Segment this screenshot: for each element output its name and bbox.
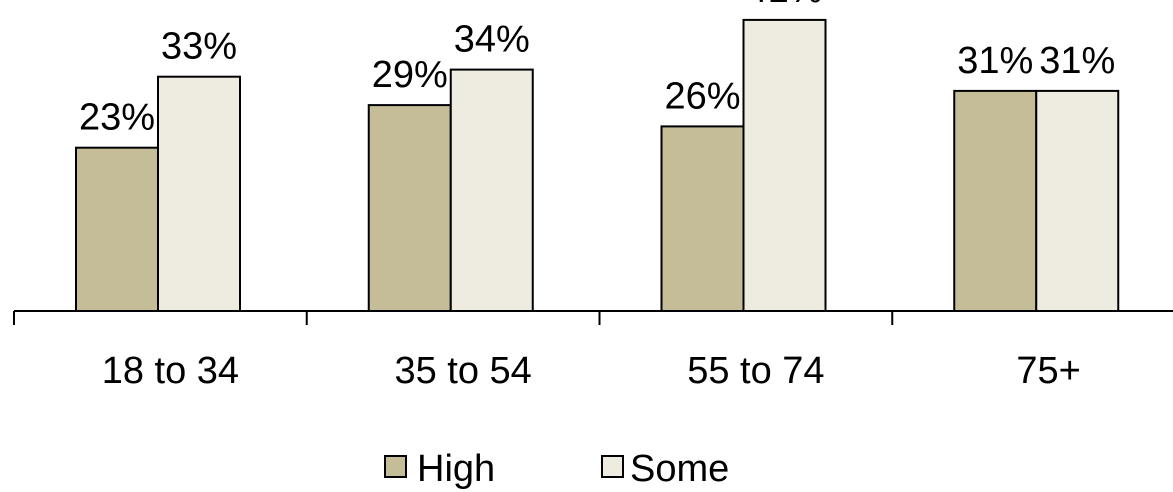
value-label-some-1: 34% — [454, 19, 530, 61]
legend-swatch-high — [384, 455, 407, 478]
value-labels-group: 23%33% 29%34% 26% 41% 31%31% — [79, 0, 1115, 139]
bar-some-2 — [742, 18, 827, 313]
x-tick-label-2: 55 to 74 — [687, 350, 824, 392]
bar-some-1 — [449, 68, 534, 312]
value-label-high-0: 23% — [79, 97, 155, 139]
value-label-some-0: 33% — [161, 26, 237, 68]
bar-high-1 — [367, 104, 452, 312]
bar-some-0 — [157, 75, 241, 312]
legend-label-high: High — [417, 448, 495, 490]
x-tick-label-1: 35 to 54 — [394, 350, 531, 392]
x-tick-labels-group: 18 to 34 35 to 54 55 to 74 75+ — [102, 350, 1081, 392]
bars-group — [75, 18, 1120, 313]
value-label-high-3: 31% — [957, 40, 1033, 82]
x-tick-label-0: 18 to 34 — [102, 350, 239, 392]
legend: High Some — [384, 448, 729, 490]
bar-some-3 — [1035, 89, 1120, 313]
bar-high-3 — [953, 89, 1038, 313]
value-label-some-3: 31% — [1039, 40, 1115, 82]
value-label-high-2: 26% — [664, 75, 740, 117]
x-axis — [13, 310, 1173, 325]
legend-swatch-some — [601, 455, 624, 478]
value-label-some-2: 41% — [746, 0, 822, 11]
bar-high-2 — [660, 125, 745, 313]
legend-label-some: Some — [630, 448, 729, 490]
x-tick-label-3: 75+ — [1016, 350, 1080, 392]
value-label-high-1: 29% — [372, 54, 448, 96]
bar-high-0 — [75, 146, 159, 312]
